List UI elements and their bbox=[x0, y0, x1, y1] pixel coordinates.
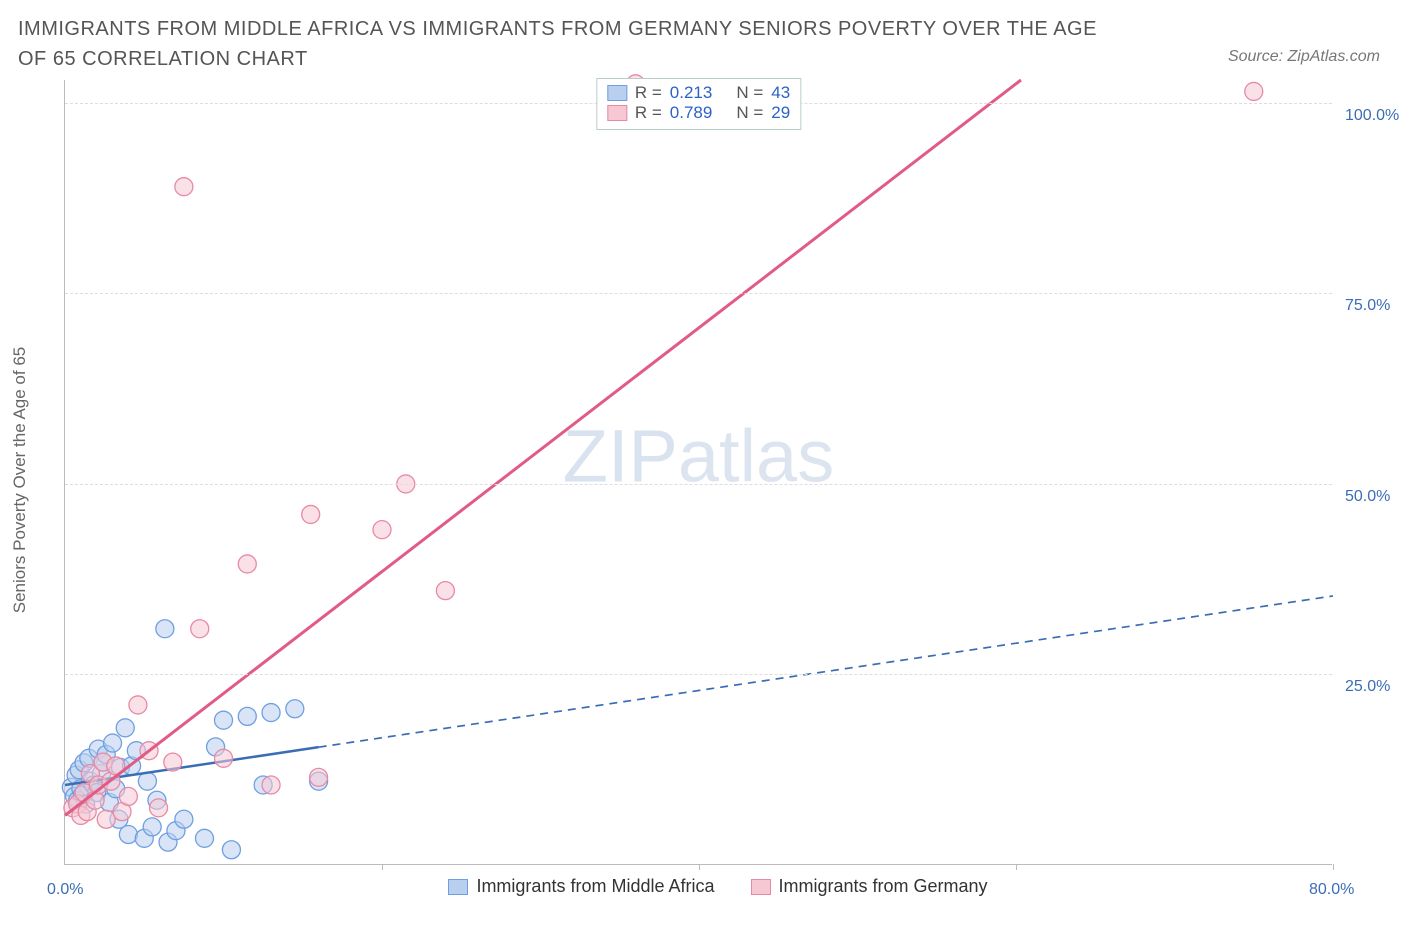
trend-line bbox=[65, 80, 1021, 815]
scatter-svg bbox=[65, 80, 1333, 865]
chart-title: IMMIGRANTS FROM MIDDLE AFRICA VS IMMIGRA… bbox=[18, 14, 1106, 74]
scatter-point bbox=[262, 776, 280, 794]
r-label: R = bbox=[635, 103, 662, 123]
legend-swatch bbox=[448, 879, 468, 895]
scatter-point bbox=[129, 696, 147, 714]
scatter-point bbox=[286, 700, 304, 718]
r-value: 0.213 bbox=[670, 83, 713, 103]
n-label: N = bbox=[736, 83, 763, 103]
scatter-point bbox=[104, 734, 122, 752]
legend-swatch bbox=[607, 105, 627, 121]
r-label: R = bbox=[635, 83, 662, 103]
y-axis-label: Seniors Poverty Over the Age of 65 bbox=[10, 347, 30, 613]
scatter-point bbox=[222, 841, 240, 859]
trend-line-dashed bbox=[319, 596, 1333, 747]
scatter-point bbox=[119, 826, 137, 844]
scatter-point bbox=[119, 787, 137, 805]
legend-correlation-row: R = 0.213 N = 43 bbox=[607, 83, 790, 103]
gridline bbox=[65, 674, 1332, 675]
scatter-point bbox=[302, 505, 320, 523]
series-legend: Immigrants from Middle Africa Immigrants … bbox=[48, 876, 1388, 897]
y-tick-label: 50.0% bbox=[1345, 488, 1390, 506]
n-value: 29 bbox=[771, 103, 790, 123]
scatter-point bbox=[262, 704, 280, 722]
legend-correlation-row: R = 0.789 N = 29 bbox=[607, 103, 790, 123]
scatter-point bbox=[238, 707, 256, 725]
scatter-point bbox=[175, 178, 193, 196]
legend-swatch bbox=[751, 879, 771, 895]
x-tick bbox=[699, 864, 700, 870]
scatter-point bbox=[436, 582, 454, 600]
scatter-point bbox=[175, 810, 193, 828]
legend-series-item: Immigrants from Germany bbox=[751, 876, 988, 897]
source-attribution: Source: ZipAtlas.com bbox=[1228, 48, 1380, 66]
gridline bbox=[65, 484, 1332, 485]
n-value: 43 bbox=[771, 83, 790, 103]
y-tick-label: 100.0% bbox=[1345, 107, 1399, 125]
scatter-point bbox=[1245, 82, 1263, 100]
r-value: 0.789 bbox=[670, 103, 713, 123]
scatter-point bbox=[238, 555, 256, 573]
legend-series-label: Immigrants from Middle Africa bbox=[476, 876, 714, 897]
scatter-point bbox=[373, 521, 391, 539]
scatter-point bbox=[164, 753, 182, 771]
y-tick-label: 75.0% bbox=[1345, 297, 1390, 315]
legend-swatch bbox=[607, 85, 627, 101]
x-tick bbox=[1016, 864, 1017, 870]
x-tick bbox=[1333, 864, 1334, 870]
scatter-point bbox=[143, 818, 161, 836]
scatter-point bbox=[191, 620, 209, 638]
scatter-point bbox=[215, 711, 233, 729]
gridline bbox=[65, 293, 1332, 294]
x-tick bbox=[382, 864, 383, 870]
plot-container: Seniors Poverty Over the Age of 65 ZIPat… bbox=[48, 80, 1388, 880]
plot-area: ZIPatlas R = 0.213N = 43R = 0.789N = 29 … bbox=[64, 80, 1332, 865]
scatter-point bbox=[195, 829, 213, 847]
scatter-point bbox=[156, 620, 174, 638]
legend-series-label: Immigrants from Germany bbox=[779, 876, 988, 897]
scatter-point bbox=[310, 768, 328, 786]
y-tick-label: 25.0% bbox=[1345, 678, 1390, 696]
scatter-point bbox=[116, 719, 134, 737]
legend-series-item: Immigrants from Middle Africa bbox=[448, 876, 714, 897]
n-label: N = bbox=[736, 103, 763, 123]
scatter-point bbox=[215, 749, 233, 767]
correlation-legend: R = 0.213 N = 43 R = 0.789 N = 29 bbox=[596, 78, 801, 130]
scatter-point bbox=[150, 799, 168, 817]
